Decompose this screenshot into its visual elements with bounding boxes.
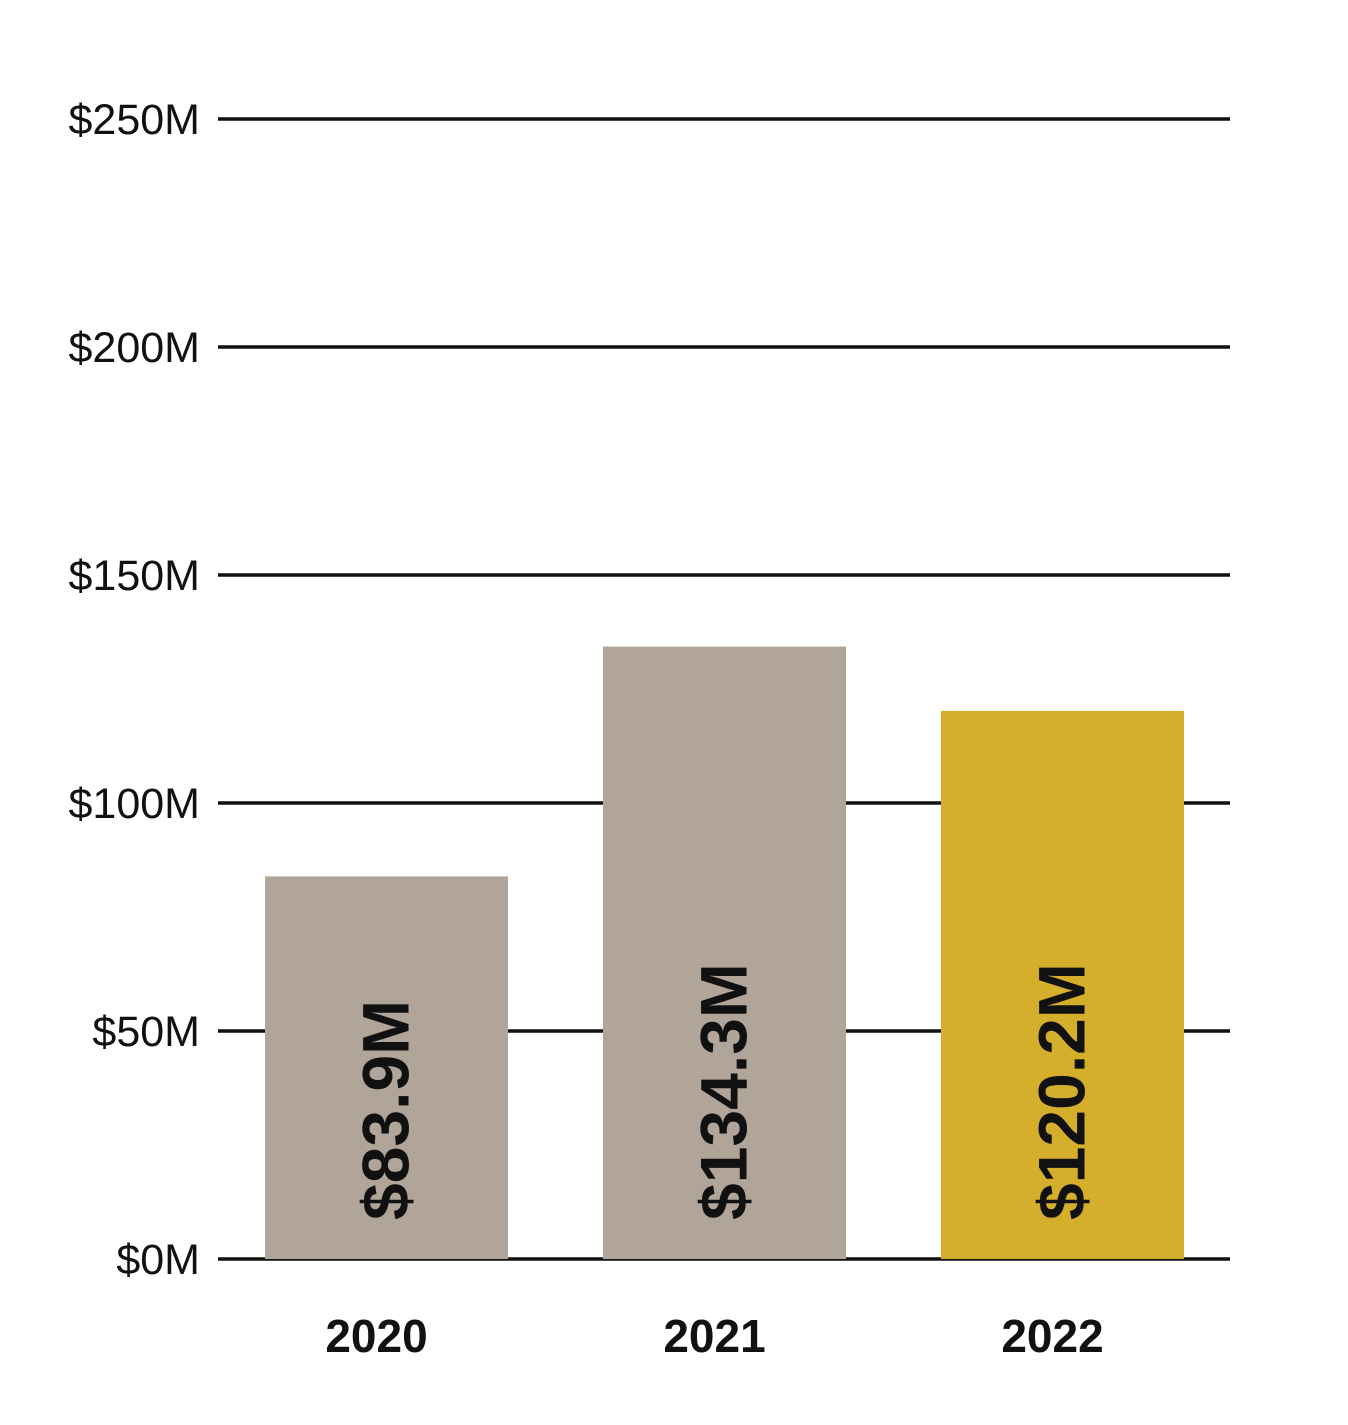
bar-2021 (603, 646, 846, 1259)
bar-value-label: $134.3M (687, 963, 761, 1220)
bars (265, 646, 1184, 1259)
y-tick-label: $0M (116, 1236, 200, 1284)
y-tick-label: $100M (69, 780, 200, 828)
y-axis-tick-labels: $0M $50M $100M $150M $200M $250M (69, 96, 200, 1284)
y-tick-label: $250M (69, 96, 200, 144)
x-tick-label: 2020 (325, 1310, 427, 1362)
x-tick-label: 2022 (1001, 1310, 1103, 1362)
bar-value-labels: $83.9M $134.3M $120.2M (349, 963, 1099, 1220)
bar-2022 (941, 710, 1184, 1259)
bar-value-label: $83.9M (349, 1000, 423, 1220)
bar-value-label: $120.2M (1025, 963, 1099, 1220)
y-tick-label: $50M (92, 1008, 200, 1056)
y-tick-label: $150M (69, 552, 200, 600)
bar-2020 (265, 876, 508, 1259)
y-tick-label: $200M (69, 324, 200, 372)
x-tick-label: 2021 (663, 1310, 765, 1362)
x-axis-tick-labels: 2020 2021 2022 (325, 1310, 1103, 1362)
